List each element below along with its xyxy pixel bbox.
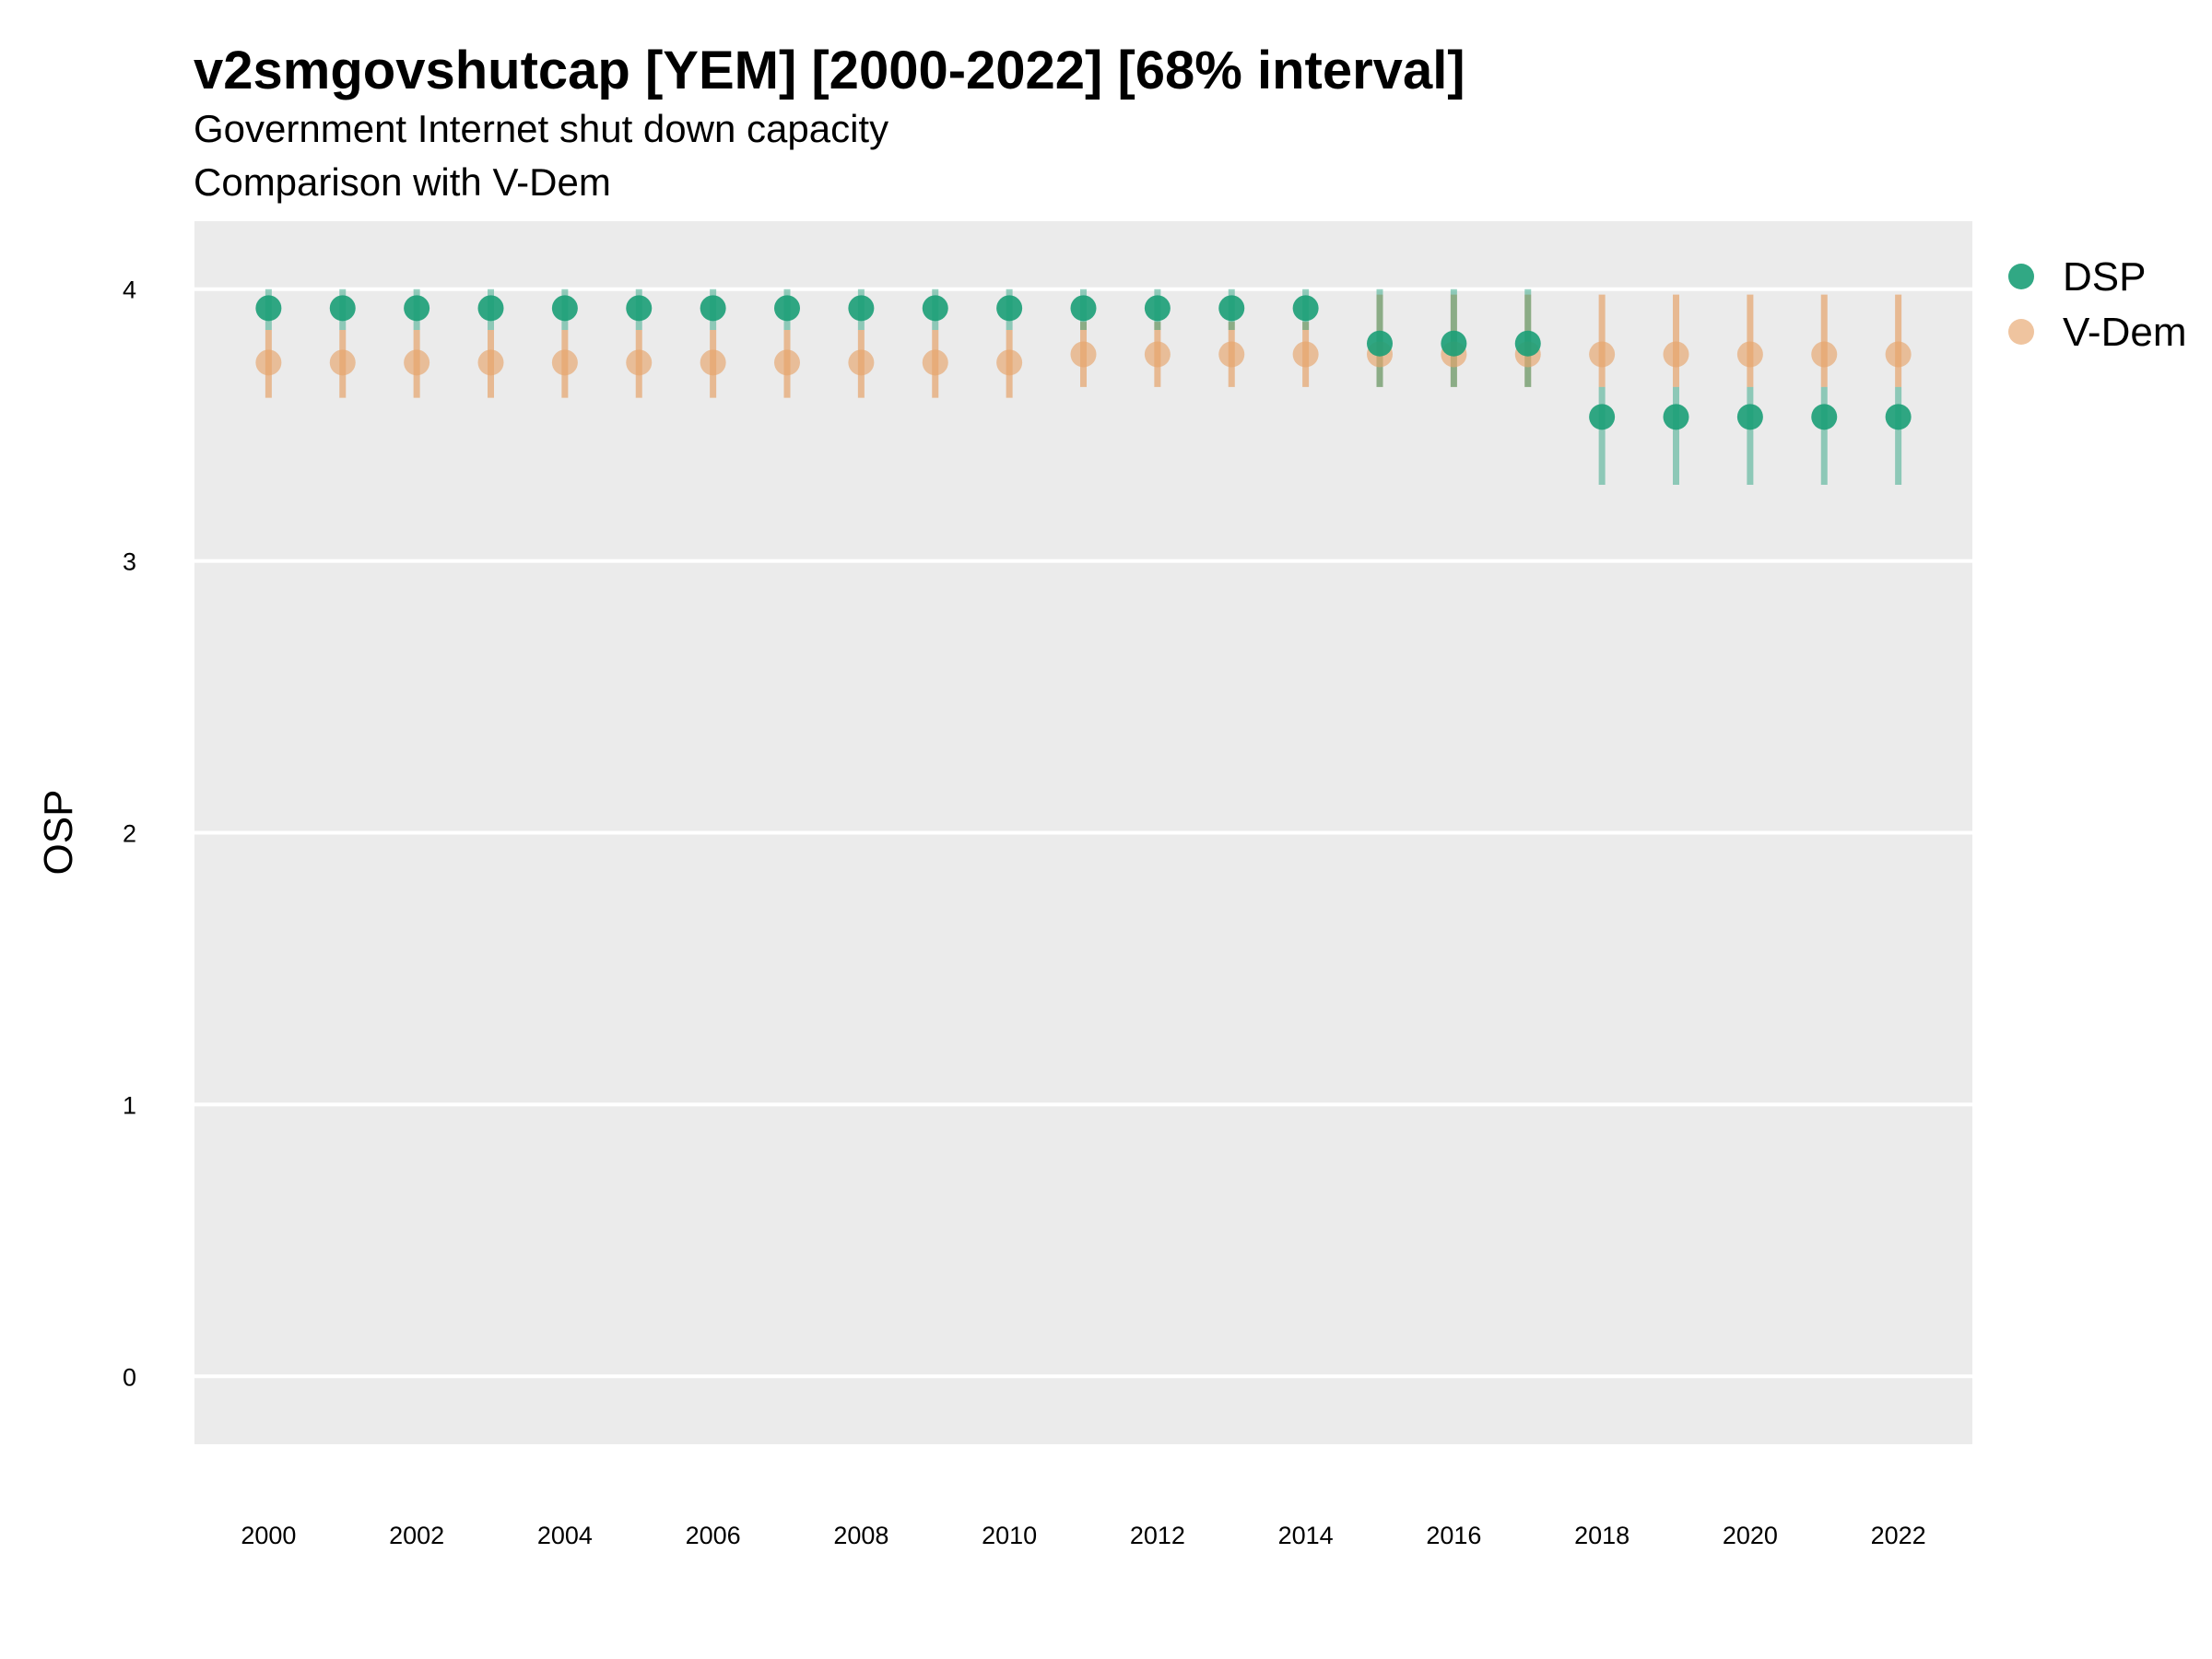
v-dem-point [1663, 341, 1689, 368]
dsp-point [848, 295, 875, 322]
dsp-point [1811, 404, 1838, 430]
v-dem-point [922, 349, 948, 376]
v-dem-point [329, 349, 356, 376]
data-marks [255, 288, 1912, 486]
dsp-point [1663, 404, 1689, 430]
v-dem-point [1589, 341, 1616, 368]
legend-key-dsp [2008, 264, 2034, 289]
v-dem-point [774, 349, 800, 376]
y-axis-label: OSP [36, 790, 81, 876]
x-tick-label: 2022 [1871, 1522, 1926, 1549]
v-dem-point [848, 349, 875, 376]
v-dem-point [551, 349, 578, 376]
x-tick-label: 2014 [1278, 1522, 1334, 1549]
x-tick-label: 2004 [537, 1522, 593, 1549]
y-tick-label: 4 [123, 276, 136, 304]
dsp-point [1367, 330, 1393, 357]
x-tick-label: 2010 [982, 1522, 1037, 1549]
v-dem-point [1736, 341, 1763, 368]
legend: DSP V-Dem [2008, 254, 2186, 355]
x-tick-label: 2018 [1574, 1522, 1630, 1549]
dsp-point [774, 295, 800, 322]
dsp-point [1736, 404, 1763, 430]
x-tick-label: 2008 [833, 1522, 888, 1549]
y-tick-label: 1 [123, 1091, 136, 1119]
y-tick-label: 0 [123, 1363, 136, 1391]
legend-label-v-dem: V-Dem [2063, 310, 2186, 355]
dsp-point [404, 295, 430, 322]
v-dem-point [1885, 341, 1912, 368]
dsp-point [700, 295, 726, 322]
v-dem-point [626, 349, 653, 376]
dsp-point [626, 295, 653, 322]
v-dem-point [404, 349, 430, 376]
x-tick-label: 2020 [1723, 1522, 1778, 1549]
x-axis-ticks: 2000 2002 2004 2006 2008 2010 2012 2014 2016 2018… [241, 1522, 1925, 1549]
chart-subtitle-1: Government Internet shut down capacity [194, 107, 888, 150]
dsp-point [1218, 295, 1245, 322]
dsp-point [1589, 404, 1616, 430]
dsp-point [551, 295, 578, 322]
v-dem-point [477, 349, 504, 376]
v-dem-point [1218, 341, 1245, 368]
dsp-point [1514, 330, 1541, 357]
dsp-point [1292, 295, 1319, 322]
x-tick-label: 2002 [389, 1522, 444, 1549]
chart-subtitle-2: Comparison with V-Dem [194, 160, 611, 204]
y-tick-label: 3 [123, 548, 136, 576]
x-tick-label: 2016 [1426, 1522, 1481, 1549]
gridlines [194, 287, 1972, 1379]
v-dem-point [255, 349, 282, 376]
x-tick-label: 2012 [1130, 1522, 1185, 1549]
v-dem-point [1144, 341, 1171, 368]
v-dem-point [1070, 341, 1097, 368]
dsp-point [1144, 295, 1171, 322]
v-dem-point [700, 349, 726, 376]
x-tick-label: 2000 [241, 1522, 296, 1549]
legend-label-dsp: DSP [2063, 254, 2146, 300]
x-tick-label: 2006 [686, 1522, 741, 1549]
dsp-point [255, 295, 282, 322]
dsp-point [329, 295, 356, 322]
dsp-point [477, 295, 504, 322]
legend-key-v-dem [2008, 319, 2034, 345]
dsp-point [1885, 404, 1912, 430]
y-axis-ticks: 0 1 2 3 4 [123, 276, 136, 1392]
v-dem-point [1292, 341, 1319, 368]
chart-title: v2smgovshutcap [YEM] [2000-2022] [68% in… [194, 41, 1465, 100]
dsp-point [1070, 295, 1097, 322]
y-tick-label: 2 [123, 820, 136, 848]
dsp-point [1441, 330, 1467, 357]
v-dem-point [1811, 341, 1838, 368]
v-dem-point [996, 349, 1023, 376]
dsp-point [996, 295, 1023, 322]
dsp-point [922, 295, 948, 322]
